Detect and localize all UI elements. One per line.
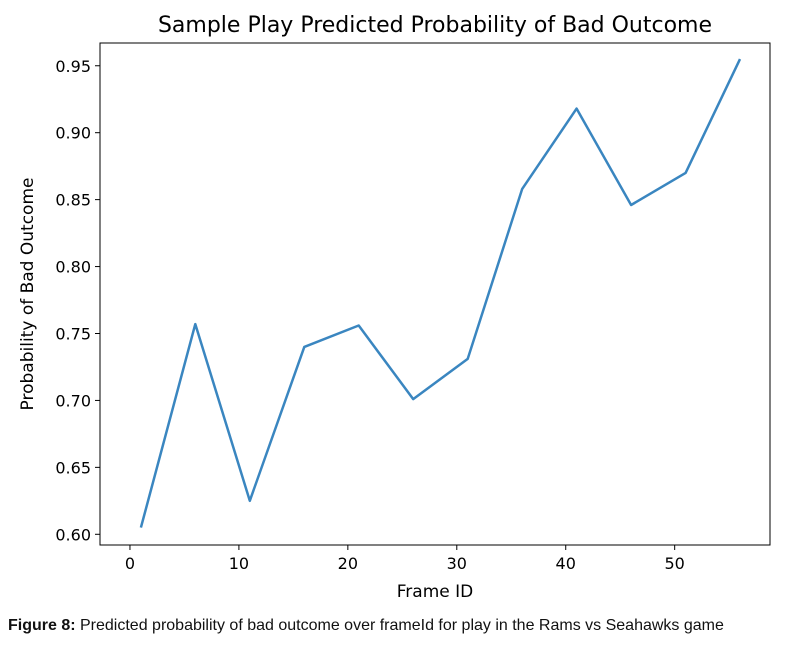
caption-label: Figure 8: xyxy=(8,617,76,634)
x-axis-label: Frame ID xyxy=(397,582,473,602)
x-tick-label: 40 xyxy=(556,554,576,573)
y-axis: 0.60 0.65 0.70 0.75 0.80 0.85 0.90 0.95 xyxy=(55,57,100,544)
x-tick-label: 10 xyxy=(229,554,249,573)
x-tick-label: 0 xyxy=(125,554,135,573)
y-tick-label: 0.85 xyxy=(55,191,91,210)
plot-area xyxy=(99,42,771,546)
caption-text: Predicted probability of bad outcome ove… xyxy=(75,617,724,634)
figure-caption: Figure 8: Predicted probability of bad o… xyxy=(8,617,796,635)
x-tick-label: 50 xyxy=(664,554,684,573)
series-line xyxy=(139,58,742,528)
y-tick-label: 0.80 xyxy=(55,258,91,277)
series-group xyxy=(139,58,742,528)
x-axis: 0 10 20 30 40 50 xyxy=(125,545,685,573)
line-chart: Sample Play Predicted Probability of Bad… xyxy=(18,13,771,602)
y-tick-label: 0.75 xyxy=(55,324,91,343)
y-tick-label: 0.70 xyxy=(55,391,91,410)
y-axis-label: Probability of Bad Outcome xyxy=(18,178,38,411)
y-tick-label: 0.65 xyxy=(55,458,91,477)
y-tick-label: 0.90 xyxy=(55,124,91,143)
x-tick-label: 20 xyxy=(338,554,358,573)
y-tick-label: 0.95 xyxy=(55,57,91,76)
y-tick-label: 0.60 xyxy=(55,525,91,544)
x-tick-label: 30 xyxy=(447,554,467,573)
chart-title: Sample Play Predicted Probability of Bad… xyxy=(158,13,712,38)
